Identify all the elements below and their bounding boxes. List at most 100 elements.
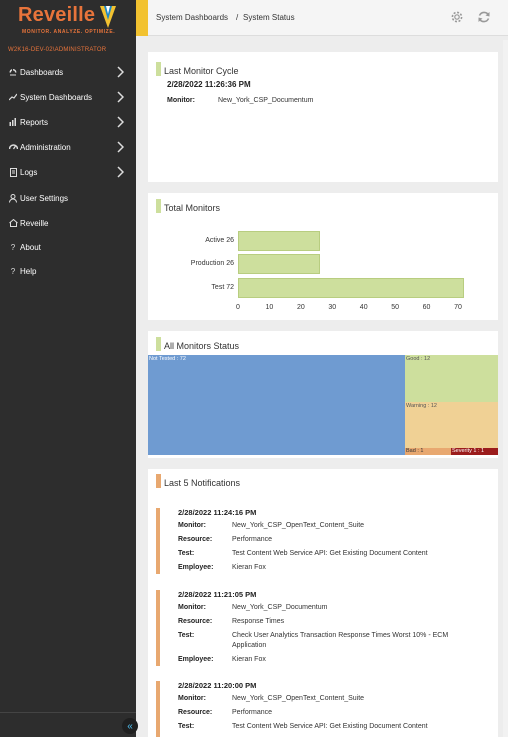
question-icon: ? xyxy=(10,242,16,252)
reveille-logo[interactable]: Reveille MONITOR. ANALYZE. OPTIMIZE. xyxy=(18,4,128,35)
treemap-label: Bad : 1 xyxy=(406,448,424,454)
collapse-sidebar-button[interactable]: « xyxy=(122,718,138,734)
notification-date: 2/28/2022 11:24:16 PM xyxy=(178,508,257,517)
sidebar-divider xyxy=(0,712,136,713)
monitor-label: Monitor: xyxy=(178,604,206,611)
sidebar-item-reports[interactable]: Reports xyxy=(0,112,136,132)
test-label: Test: xyxy=(178,550,195,557)
notification-accent xyxy=(156,590,160,666)
x-tick-label: 60 xyxy=(422,304,431,311)
treemap-label: Good : 12 xyxy=(406,356,431,362)
card-title: Last 5 Notifications xyxy=(164,478,241,488)
employee-value: Kieran Fox xyxy=(232,564,266,571)
last-notifications-card: Last 5 Notifications 2/28/2022 11:24:16 … xyxy=(148,469,498,737)
card-accent-bar xyxy=(156,62,161,76)
category-label: Test 72 xyxy=(211,284,234,291)
notification-date: 2/28/2022 11:20:00 PM xyxy=(178,681,257,690)
employee-label: Employee: xyxy=(178,564,214,571)
card-title: Total Monitors xyxy=(164,203,221,213)
chevron-right-icon xyxy=(117,141,124,153)
x-tick-label: 0 xyxy=(236,304,240,311)
last-monitor-cycle-card: Last Monitor Cycle 2/28/2022 11:26:36 PM… xyxy=(148,52,498,182)
test-label: Test: xyxy=(178,632,195,639)
sidebar-item-label: Dashboards xyxy=(20,67,64,77)
sidebar-item-administration[interactable]: Administration xyxy=(0,137,136,157)
monitor-value: New_York_CSP_OpenText_Content_Suite xyxy=(232,522,365,529)
page-scrollbar[interactable] xyxy=(503,40,508,737)
chevron-right-icon xyxy=(117,116,124,128)
x-tick-label: 20 xyxy=(296,304,305,311)
notification-accent xyxy=(156,508,160,574)
last-cycle-date: 2/28/2022 11:26:36 PM xyxy=(167,80,251,89)
resource-value: Performance xyxy=(232,709,273,716)
category-label: Production 26 xyxy=(190,260,234,267)
x-tick-label: 10 xyxy=(265,304,274,311)
treemap-label: Not Tested : 72 xyxy=(149,356,186,362)
sidebar-item-help[interactable]: ? Help xyxy=(0,261,136,281)
sidebar-item-label: Help xyxy=(20,266,37,276)
card-accent-bar xyxy=(156,474,161,488)
notification-item[interactable]: 2/28/2022 11:20:00 PM Monitor: New_York_… xyxy=(156,681,496,737)
treemap-cell-bad[interactable]: Bad : 1 xyxy=(405,448,451,455)
x-tick-label: 70 xyxy=(454,304,462,311)
resource-value: Performance xyxy=(232,536,273,543)
breadcrumb-separator: / xyxy=(236,13,239,22)
system-dashboard-icon xyxy=(8,93,18,101)
resource-label: Resource: xyxy=(178,618,213,625)
category-label: Active 26 xyxy=(205,237,234,244)
notification-accent xyxy=(156,681,160,737)
treemap-label: Warning : 12 xyxy=(406,403,437,409)
administration-icon xyxy=(8,143,18,151)
treemap-label: Severity 1 : 1 xyxy=(452,448,485,454)
resource-value: Response Times xyxy=(232,618,285,625)
logo-tagline: MONITOR. ANALYZE. OPTIMIZE. xyxy=(22,29,116,35)
header: System Dashboards / System Status xyxy=(136,0,508,36)
sidebar-item-label: User Settings xyxy=(20,193,69,203)
monitor-label: Monitor: xyxy=(178,695,206,702)
bar[interactable] xyxy=(238,278,465,298)
sidebar-item-reveille[interactable]: Reveille xyxy=(0,213,136,233)
home-icon xyxy=(8,219,18,227)
bar[interactable] xyxy=(238,231,320,251)
sidebar-item-dashboards[interactable]: Dashboards xyxy=(0,62,136,82)
treemap-cell-warning[interactable]: Warning : 12 xyxy=(405,402,498,448)
resource-label: Resource: xyxy=(178,536,213,543)
chevron-right-icon xyxy=(117,166,124,178)
breadcrumb-current: System Status xyxy=(243,13,295,22)
logo-v-icon xyxy=(100,6,116,28)
refresh-icon[interactable] xyxy=(477,10,491,24)
sidebar-item-user-settings[interactable]: User Settings xyxy=(0,188,136,208)
dashboard-icon xyxy=(8,68,18,76)
sidebar-item-logs[interactable]: Logs xyxy=(0,162,136,182)
logs-icon xyxy=(8,167,18,177)
notification-item[interactable]: 2/28/2022 11:21:05 PM Monitor: New_York_… xyxy=(156,590,496,666)
x-tick-label: 40 xyxy=(359,304,368,311)
breadcrumb-parent[interactable]: System Dashboards xyxy=(156,13,229,22)
bar[interactable] xyxy=(238,254,320,274)
monitor-value: New_York_CSP_OpenText_Content_Suite xyxy=(232,695,365,702)
card-title: All Monitors Status xyxy=(164,341,240,351)
treemap-cell-severity-1[interactable]: Severity 1 : 1 xyxy=(451,448,498,455)
reports-icon xyxy=(8,118,18,126)
treemap-cell-not-tested[interactable]: Not Tested : 72 xyxy=(148,355,405,455)
test-value: Test Content Web Service API: Get Existi… xyxy=(232,550,428,557)
sidebar-item-label: System Dashboards xyxy=(20,92,93,102)
test-label: Test: xyxy=(178,723,195,730)
notification-item[interactable]: 2/28/2022 11:24:16 PM Monitor: New_York_… xyxy=(156,508,496,574)
treemap-cell-good[interactable]: Good : 12 xyxy=(405,355,498,402)
logo-text: Reveille xyxy=(18,4,96,26)
card-accent-bar xyxy=(156,199,161,213)
test-value: Check User Analytics Transaction Respons… xyxy=(232,632,449,649)
x-tick-label: 30 xyxy=(328,304,337,311)
employee-value: Kieran Fox xyxy=(232,656,266,663)
sidebar-item-system-dashboards[interactable]: System Dashboards xyxy=(0,87,136,107)
sidebar: Reveille MONITOR. ANALYZE. OPTIMIZE. W2K… xyxy=(0,0,138,737)
chevron-right-icon xyxy=(117,91,124,103)
header-accent xyxy=(136,0,148,36)
sidebar-item-about[interactable]: ? About xyxy=(0,237,136,257)
sidebar-item-label: Reports xyxy=(20,117,49,127)
total-monitors-card: Total Monitors Active 26 Production 26 Tes… xyxy=(148,193,498,320)
test-value: Test Content Web Service API: Get Existi… xyxy=(232,723,428,730)
question-icon: ? xyxy=(10,266,16,276)
gear-icon[interactable] xyxy=(450,10,464,24)
